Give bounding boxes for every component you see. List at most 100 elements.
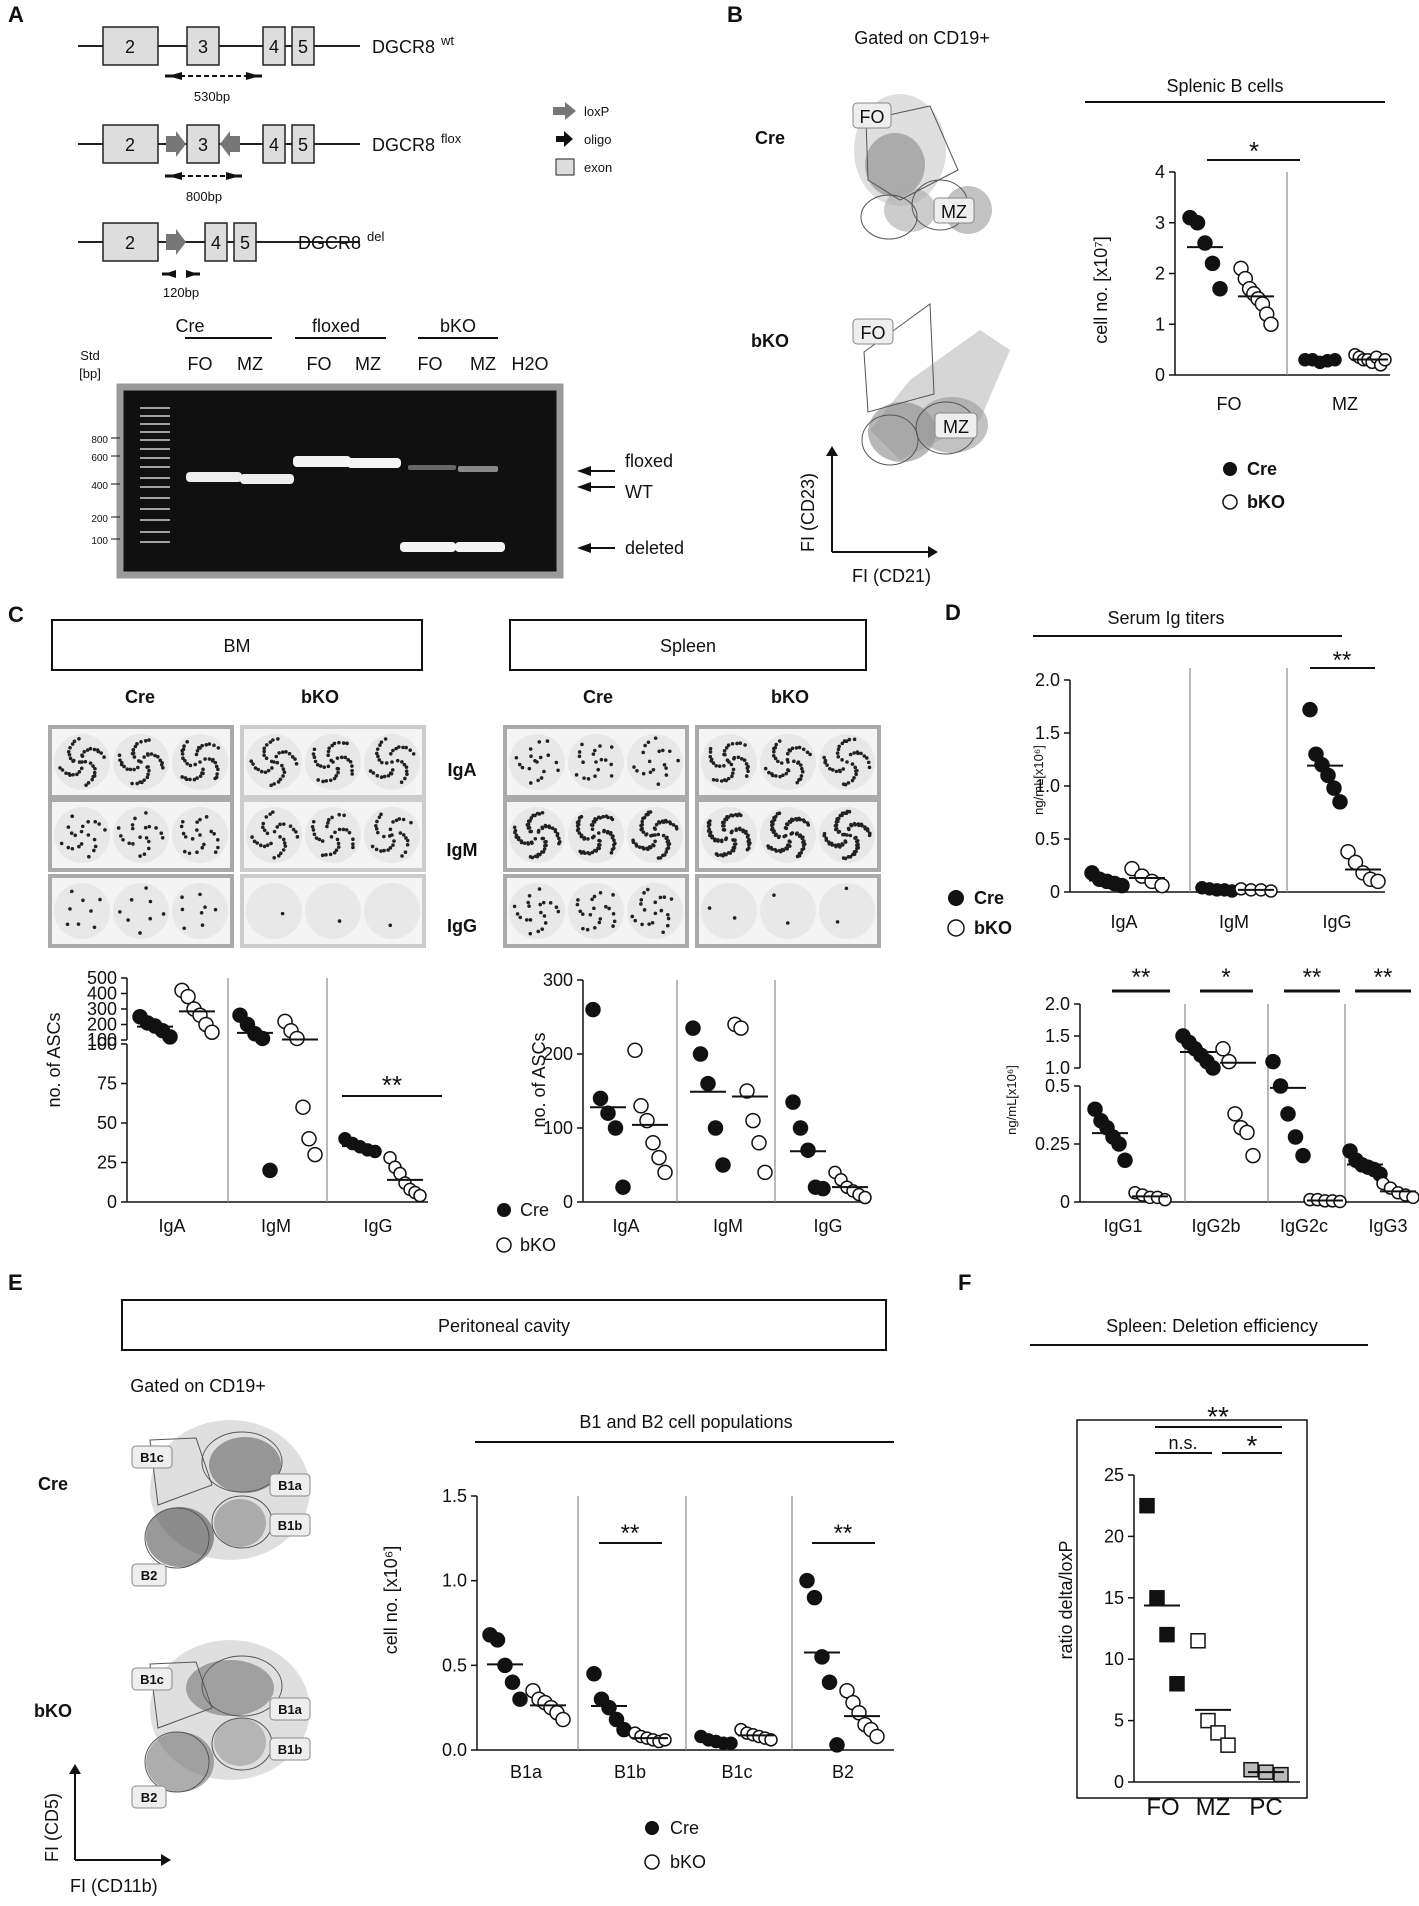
elispot-spot xyxy=(80,753,84,758)
exon-label: 2 xyxy=(125,37,135,57)
elispot-spot xyxy=(102,755,106,759)
elispot-spot xyxy=(346,758,351,762)
elispot-spot xyxy=(739,757,744,761)
elispot-spot xyxy=(526,826,531,830)
data-point xyxy=(555,1711,571,1728)
elispot-spot xyxy=(822,833,827,838)
elispot-spot xyxy=(731,767,736,772)
elispot-well xyxy=(172,883,228,939)
elispot-spot xyxy=(136,765,140,770)
elispot-spot xyxy=(852,776,856,780)
elispot-well xyxy=(568,807,624,863)
elispot-spot xyxy=(854,835,858,840)
elispot-well xyxy=(364,883,420,939)
data-point xyxy=(262,1162,278,1179)
elispot-spot xyxy=(852,751,856,755)
elispot-spot xyxy=(612,919,617,924)
elispot-spot xyxy=(535,811,540,816)
elispot-well xyxy=(246,807,302,863)
elispot-spot xyxy=(594,849,599,853)
y-axis-label: no. of ASCs xyxy=(529,1032,549,1127)
elispot-spot xyxy=(311,828,316,832)
elispot-spot xyxy=(541,836,546,841)
elispot-spot xyxy=(611,834,615,838)
isotype-label: IgG xyxy=(447,916,477,936)
data-point xyxy=(1220,1737,1236,1753)
elispot-spot xyxy=(856,822,861,826)
elispot-spot xyxy=(837,744,842,749)
elispot-spot xyxy=(72,739,77,744)
data-point xyxy=(1280,1106,1296,1122)
elispot-spot xyxy=(528,829,533,834)
loxp-icon xyxy=(166,229,186,255)
elispot-spot xyxy=(787,748,792,752)
elispot-spot xyxy=(607,906,611,911)
construct-name: DGCR8 flox xyxy=(372,131,462,155)
elispot-spot xyxy=(146,765,150,769)
panel-b-letter: B xyxy=(727,2,743,27)
elispot-spot xyxy=(716,839,720,843)
elispot-spot xyxy=(180,819,185,824)
elispot-spot xyxy=(79,829,84,834)
data-point xyxy=(869,1728,885,1745)
data-point xyxy=(799,1572,815,1589)
elispot-spot xyxy=(855,750,860,754)
elispot-spot xyxy=(130,823,135,827)
elispot-spot xyxy=(631,840,636,845)
elispot-spot xyxy=(733,842,738,846)
elispot-spot xyxy=(542,847,547,851)
gate-label: FO xyxy=(860,107,885,127)
chart-title: Serum Ig titers xyxy=(1107,608,1224,628)
elispot-spot xyxy=(792,759,796,764)
elispot-spot xyxy=(374,847,379,852)
elispot-spot xyxy=(587,851,592,856)
elispot-spot xyxy=(722,752,726,757)
elispot-spot xyxy=(729,813,733,817)
elispot-spot xyxy=(88,761,93,765)
data-point xyxy=(1340,843,1356,860)
elispot-spot xyxy=(788,840,792,844)
elispot-spot xyxy=(591,752,596,756)
elispot-spot xyxy=(640,922,644,927)
data-point xyxy=(1139,1497,1155,1514)
elispot-spot xyxy=(528,747,533,751)
elispot-spot xyxy=(281,767,286,771)
elispot-spot xyxy=(822,755,826,760)
elispot-spot xyxy=(530,855,535,860)
legend-cre: Cre xyxy=(974,888,1004,908)
elispot-spot xyxy=(405,838,410,843)
gate-label: B1c xyxy=(140,1672,164,1687)
elispot-spot xyxy=(281,774,285,778)
elispot-spot xyxy=(790,746,795,751)
elispot-spot xyxy=(397,817,402,821)
elispot-spot xyxy=(726,743,731,748)
elispot-spot xyxy=(579,851,584,855)
elispot-spot xyxy=(401,833,406,837)
elispot-spot xyxy=(641,847,646,851)
elispot-spot xyxy=(68,745,72,750)
elispot-spot xyxy=(772,893,776,897)
elispot-spot xyxy=(342,813,346,818)
elispot-spot xyxy=(847,737,852,742)
elispot-spot xyxy=(605,829,610,834)
elispot-spot xyxy=(542,769,546,774)
elispot-spot xyxy=(785,757,790,762)
elispot-spot xyxy=(89,909,93,913)
elispot-spot xyxy=(548,901,553,905)
elispot-spot xyxy=(156,754,160,759)
genotype-label: bKO xyxy=(301,687,339,707)
elispot-spot xyxy=(183,758,187,763)
product-size: 800bp xyxy=(186,189,222,204)
elispot-spot xyxy=(592,748,597,753)
elispot-spot xyxy=(149,752,154,756)
elispot-spot xyxy=(341,827,346,832)
elispot-spot xyxy=(674,824,679,829)
elispot-spot xyxy=(262,746,267,751)
elispot-spot xyxy=(824,838,829,842)
elispot-spot xyxy=(772,749,776,754)
legend-bko: bKO xyxy=(1247,492,1285,512)
elispot-spot xyxy=(722,763,726,768)
elispot-spot xyxy=(782,834,786,839)
y-tick-label: 0.25 xyxy=(1035,1134,1070,1154)
data-point xyxy=(757,1164,773,1181)
